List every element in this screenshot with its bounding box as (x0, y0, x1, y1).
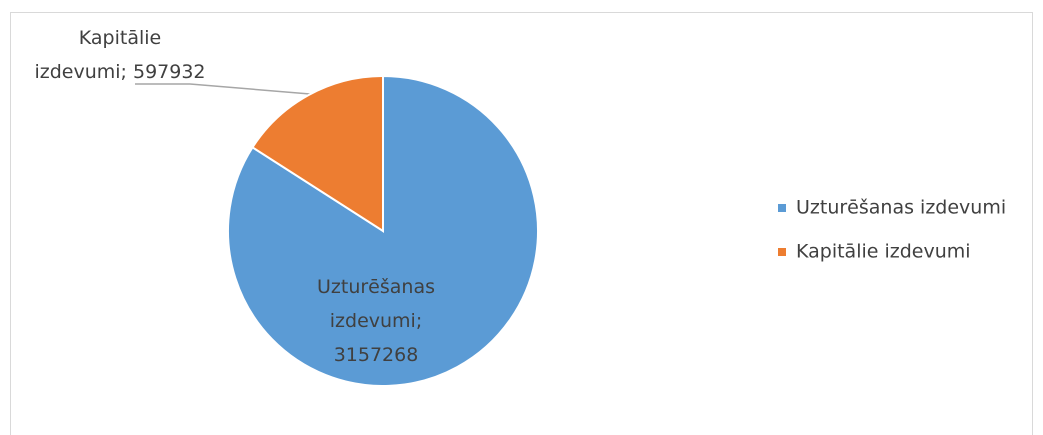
legend-label: Uzturēšanas izdevumi (796, 197, 1006, 219)
legend-swatch (778, 248, 786, 256)
data-label: Uzturēšanas izdevumi; 3157268 (317, 276, 435, 366)
chart-border (10, 12, 1033, 435)
data-label: Kapitālie izdevumi; 597932 (34, 27, 206, 83)
pie-slice (251, 74, 384, 233)
legend-swatch (778, 204, 786, 212)
legend-label: Kapitālie izdevumi (796, 241, 971, 263)
leader-line (135, 83, 311, 95)
